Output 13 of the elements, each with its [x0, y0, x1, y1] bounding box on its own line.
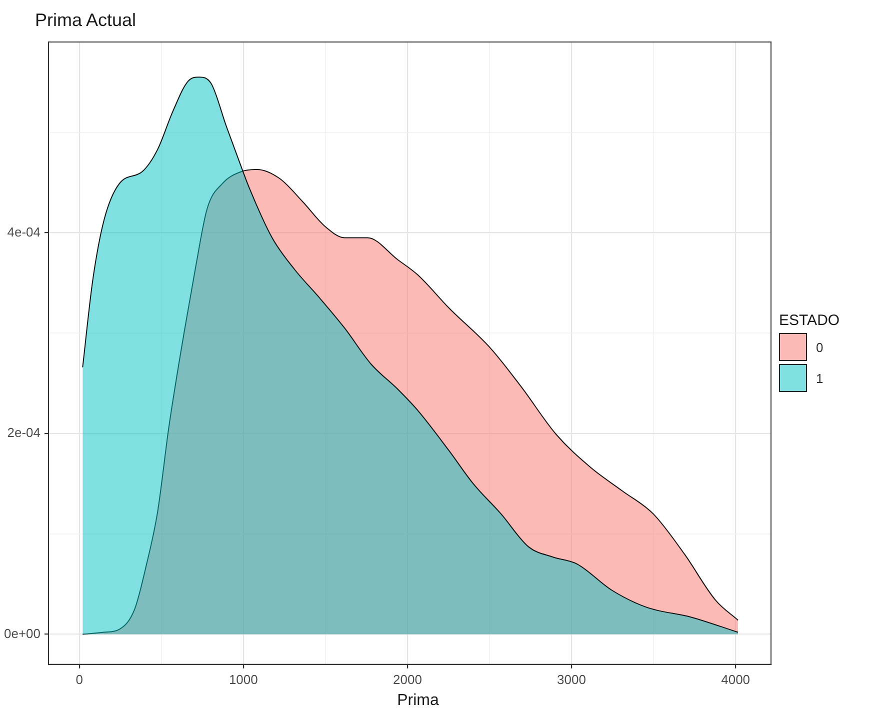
- x-axis-title: Prima: [397, 692, 439, 710]
- x-tick-label: 4000: [721, 672, 750, 687]
- x-tick-label: 3000: [557, 672, 586, 687]
- legend-label: 0: [816, 340, 824, 354]
- legend-title: ESTADO: [779, 312, 840, 329]
- y-tick-label: 0e+00: [4, 626, 41, 641]
- x-tick-label: 0: [76, 672, 83, 687]
- x-tick-label: 2000: [393, 672, 422, 687]
- legend-label: 1: [816, 370, 824, 386]
- chart-title: Prima Actual: [35, 10, 136, 31]
- y-tick-label: 2e-04: [7, 425, 41, 440]
- y-tick-label: 4e-04: [7, 224, 41, 240]
- x-tick-label: 1000: [228, 672, 258, 687]
